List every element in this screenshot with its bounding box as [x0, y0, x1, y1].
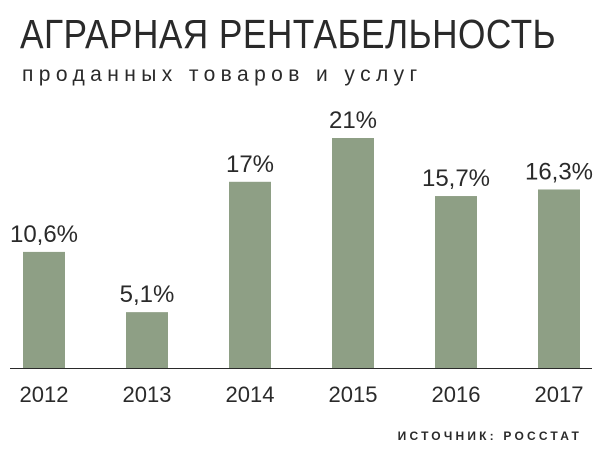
category-label-2013: 2013 — [123, 382, 172, 407]
chart-title: АГРАРНАЯ РЕНТАБЕЛЬНОСТЬ — [20, 11, 557, 57]
source-note: ИСТОЧНИК: РОССТАТ — [397, 429, 582, 443]
bar-2015 — [332, 138, 374, 368]
category-label-2015: 2015 — [329, 382, 378, 407]
bar-2013 — [126, 312, 168, 368]
value-label-2014: 17% — [226, 151, 274, 178]
value-label-2017: 16,3% — [525, 158, 593, 185]
category-label-2014: 2014 — [226, 382, 275, 407]
bar-2017 — [538, 189, 580, 368]
bar-2016 — [435, 196, 477, 368]
value-label-2012: 10,6% — [10, 221, 78, 248]
bar-2014 — [229, 181, 271, 368]
bar-2012 — [23, 251, 65, 368]
value-label-2015: 21% — [329, 107, 377, 134]
value-label-2013: 5,1% — [120, 281, 175, 308]
category-label-2017: 2017 — [535, 382, 584, 407]
value-label-2016: 15,7% — [422, 165, 490, 192]
chart-subtitle: проданных товаров и услуг — [22, 63, 423, 86]
category-label-2012: 2012 — [20, 382, 69, 407]
category-label-2016: 2016 — [432, 382, 481, 407]
